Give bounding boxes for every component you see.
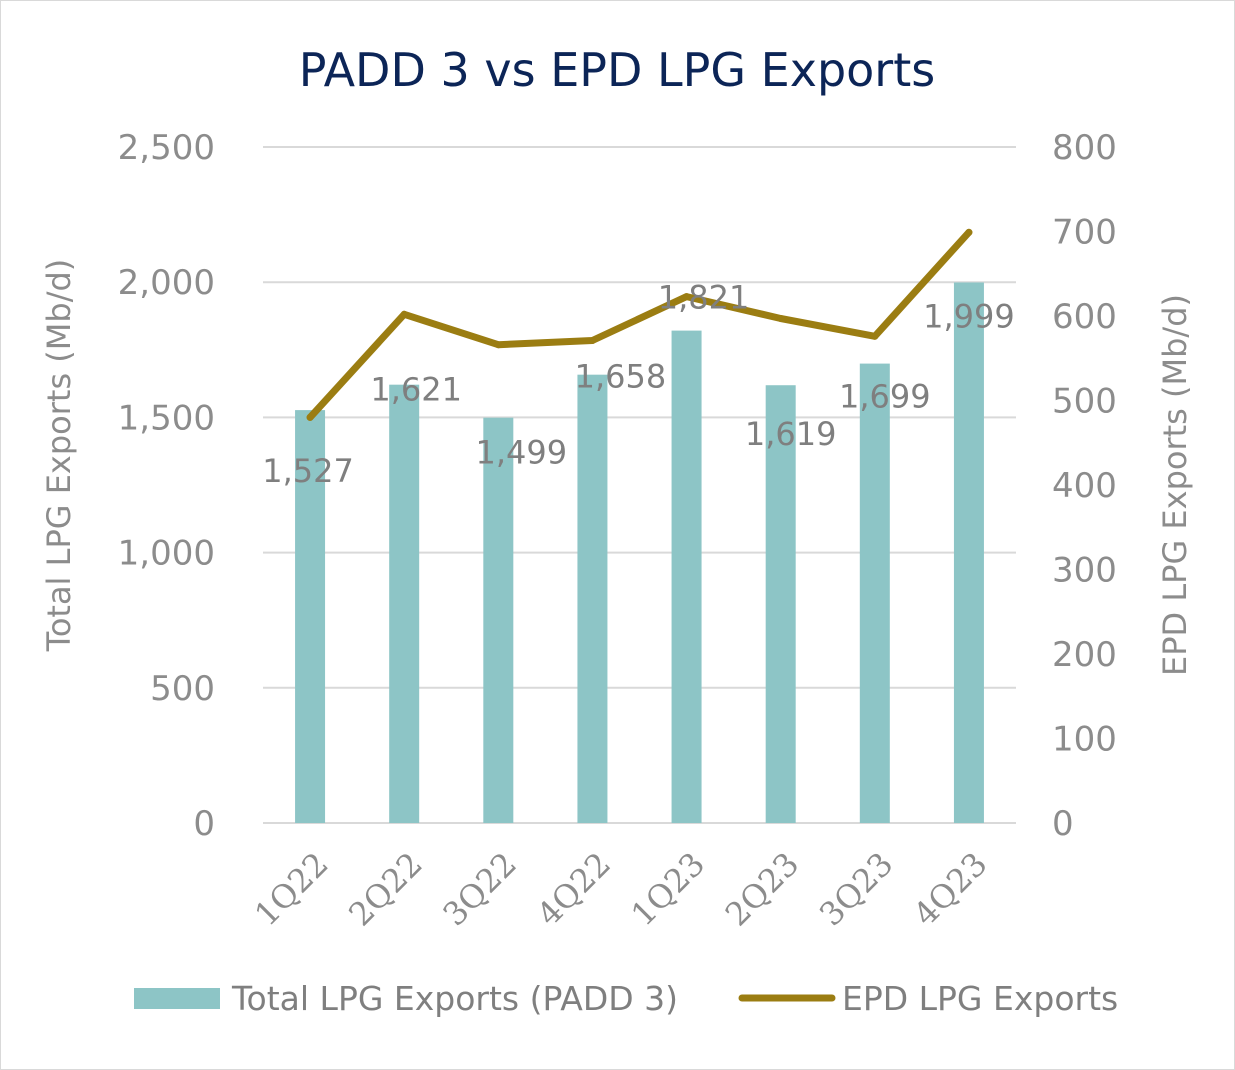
left-axis-tick-label: 1,500	[118, 398, 215, 438]
line-point-4Q22	[588, 337, 596, 345]
x-axis-tick-label: 4Q23	[906, 845, 995, 934]
legend: Total LPG Exports (PADD 3) EPD LPG Expor…	[134, 979, 1118, 1018]
right-axis-tick-label: 400	[1052, 466, 1117, 506]
line-point-4Q23	[965, 228, 973, 236]
bar-4Q22	[577, 374, 608, 823]
gridlines	[263, 146, 1016, 824]
epd-line	[306, 228, 973, 421]
chart-title: PADD 3 vs EPD LPG Exports	[299, 43, 935, 97]
x-axis-tick-label: 1Q23	[624, 845, 713, 934]
right-axis-tick-label: 300	[1052, 551, 1117, 591]
right-axis-tick-label: 200	[1052, 635, 1117, 675]
right-axis-tick-label: 500	[1052, 382, 1117, 422]
line-point-1Q22	[306, 413, 314, 421]
bar-2Q22	[389, 384, 420, 823]
right-axis-tick-label: 800	[1052, 128, 1117, 168]
line-point-1Q23	[683, 293, 691, 301]
x-axis-tick-label: 3Q22	[435, 845, 524, 934]
left-axis-tick-label: 1,000	[118, 534, 215, 574]
bar-data-label: 1,821	[658, 279, 750, 317]
right-axis-ticks: 0 100 200 300 400 500 600 700 800	[1052, 128, 1117, 844]
x-axis-tick-label: 4Q22	[529, 845, 618, 934]
left-axis-title: Total LPG Exports (Mb/d)	[40, 259, 78, 653]
bar-data-label: 1,499	[476, 434, 568, 472]
line-point-3Q22	[494, 341, 502, 349]
legend-label-bar: Total LPG Exports (PADD 3)	[231, 979, 678, 1018]
x-axis-tick-label: 1Q22	[247, 845, 336, 934]
x-axis-tick-label: 3Q23	[812, 845, 901, 934]
right-axis-tick-label: 600	[1052, 297, 1117, 337]
bar-2Q23	[765, 385, 796, 823]
line-point-3Q23	[871, 332, 879, 340]
bar-series-total-lpg	[295, 282, 984, 823]
left-axis-tick-label: 500	[150, 669, 215, 709]
x-axis-tick-label: 2Q23	[718, 845, 807, 934]
bar-data-label: 1,621	[370, 371, 462, 409]
left-axis-tick-label: 0	[193, 804, 215, 844]
x-axis-tick-label: 2Q22	[341, 845, 430, 934]
left-axis-tick-label: 2,000	[118, 263, 215, 303]
bar-data-label: 1,658	[575, 358, 667, 396]
right-axis-tick-label: 700	[1052, 213, 1117, 253]
left-axis-tick-label: 2,500	[118, 128, 215, 168]
right-axis-tick-label: 100	[1052, 720, 1117, 760]
bar-4Q23	[953, 282, 984, 823]
legend-swatch-bar	[134, 988, 220, 1009]
bar-data-label: 1,699	[839, 378, 931, 416]
bar-1Q22	[295, 410, 326, 823]
bar-3Q23	[859, 363, 890, 823]
right-axis-tick-label: 0	[1052, 804, 1074, 844]
line-point-2Q23	[777, 315, 785, 323]
bar-data-label: 1,999	[923, 297, 1015, 335]
bar-data-label: 1,527	[262, 452, 354, 490]
right-axis-title: EPD LPG Exports (Mb/d)	[1156, 294, 1194, 676]
bar-1Q23	[671, 330, 702, 823]
line-point-2Q22	[400, 310, 408, 318]
bar-3Q22	[483, 417, 514, 823]
left-axis-ticks: 0 500 1,000 1,500 2,000 2,500	[118, 128, 215, 844]
legend-label-line: EPD LPG Exports	[842, 979, 1118, 1018]
x-axis-ticks: 1Q22 2Q22 3Q22 4Q22 1Q23 2Q23 3Q23 4Q23	[247, 845, 994, 934]
bar-data-label: 1,619	[745, 415, 837, 453]
line-series-epd-lpg	[306, 228, 973, 421]
